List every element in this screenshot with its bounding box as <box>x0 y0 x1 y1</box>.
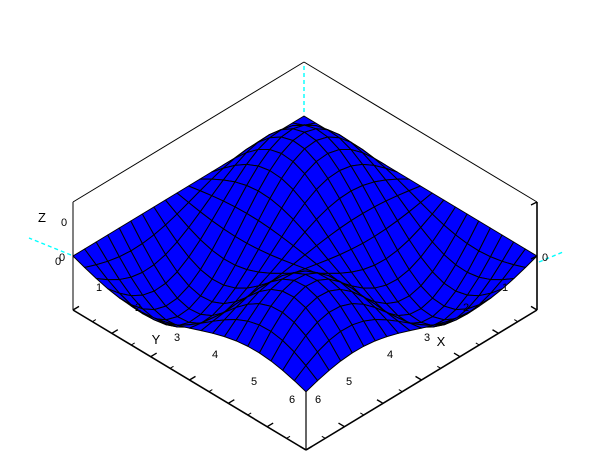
guide-line-right <box>28 237 72 256</box>
x-tick-mark <box>360 412 365 416</box>
x-axis-tick-label-3: 3 <box>424 332 430 344</box>
guide-dashed-lines <box>28 66 564 263</box>
y-tick-mark <box>111 329 119 334</box>
y-tick-mark <box>208 389 213 393</box>
y-axis-tick-label-6: 6 <box>289 394 295 406</box>
box-top-edge-right <box>72 61 305 203</box>
y-axis-tick-label-3: 3 <box>174 332 180 344</box>
y-axis-tick-label-1: 1 <box>96 282 102 294</box>
y-tick-mark <box>227 399 235 404</box>
x-axis-tick-label-4: 4 <box>387 349 393 361</box>
guide-line-left <box>538 251 564 263</box>
y-axis-tick-label-0: 0 <box>59 252 65 264</box>
x-axis-tick-label-5: 5 <box>346 376 352 388</box>
x-tick-mark <box>437 365 442 369</box>
z-tick-mark <box>530 255 538 260</box>
x-axis-title: X <box>437 334 446 349</box>
x-tick-mark <box>415 375 422 381</box>
x-tick-mark <box>492 329 499 334</box>
y-axis-title: Y <box>152 332 161 347</box>
x-axis-tick-label-1: 1 <box>502 282 508 294</box>
y-tick-mark <box>169 365 174 369</box>
x-tick-mark <box>475 342 480 346</box>
x-tick-mark <box>514 319 519 323</box>
x-tick-mark <box>376 399 384 404</box>
z-tick-mark <box>530 201 538 206</box>
z-axis-tick-label-0: 0 <box>61 217 67 229</box>
x-tick-mark <box>453 352 461 358</box>
y-axis-tick-label-5: 5 <box>251 376 257 388</box>
y-axis-tick-label-2: 2 <box>135 302 141 314</box>
y-tick-mark <box>150 352 158 358</box>
surface-mesh <box>72 115 538 393</box>
surface-patch <box>293 365 319 393</box>
x-tick-mark <box>530 305 538 311</box>
y-tick-mark <box>286 435 291 439</box>
x-axis-tick-label-6: 6 <box>315 394 321 406</box>
y-axis-tick-label-4: 4 <box>212 349 218 361</box>
x-tick-mark <box>299 445 307 451</box>
y-tick-mark <box>130 342 135 346</box>
x-tick-mark <box>338 422 345 428</box>
y-tick-mark <box>92 319 97 323</box>
y-tick-mark <box>305 445 313 451</box>
z-axis-title: Z <box>38 210 46 225</box>
y-tick-mark <box>247 412 252 416</box>
x-axis-tick-label-2: 2 <box>463 302 469 314</box>
x-axis-tick-label-0: 0 <box>542 252 548 264</box>
z-axis-tick-label-1: 0 <box>55 256 61 268</box>
x-tick-mark <box>321 435 326 439</box>
y-tick-mark <box>266 422 274 428</box>
y-tick-mark <box>72 305 80 311</box>
y-tick-mark <box>189 375 196 381</box>
box-top-edge-left <box>303 61 538 203</box>
x-tick-mark <box>398 389 403 393</box>
axis-lines-and-ticks <box>72 201 538 451</box>
